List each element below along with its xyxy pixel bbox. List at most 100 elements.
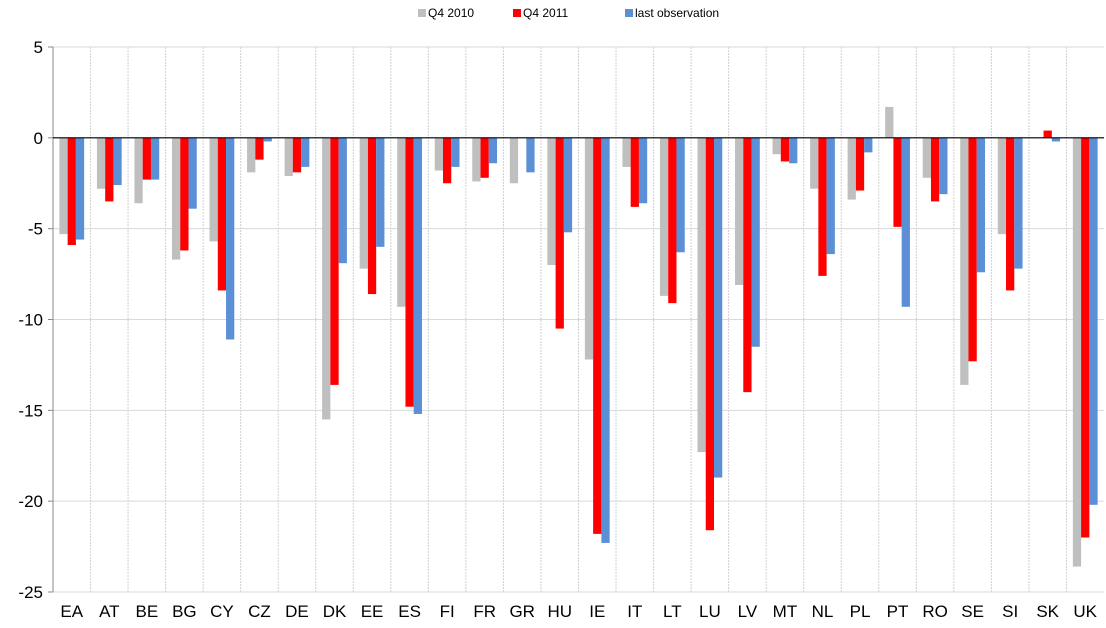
bar xyxy=(930,137,940,202)
bar xyxy=(263,137,272,142)
bar xyxy=(322,137,331,420)
bar xyxy=(150,137,160,180)
y-tick-label: -15 xyxy=(18,401,43,420)
bar xyxy=(367,137,377,295)
x-tick-label: NL xyxy=(812,602,834,621)
bar xyxy=(330,137,339,385)
bar xyxy=(1014,137,1023,269)
bar xyxy=(292,137,302,173)
bar xyxy=(922,137,931,178)
bar xyxy=(338,137,347,264)
bar xyxy=(67,137,76,246)
bar xyxy=(555,137,564,329)
bar xyxy=(488,137,498,164)
bar xyxy=(864,137,873,153)
bar xyxy=(226,137,235,340)
bar xyxy=(547,137,556,265)
bar xyxy=(810,137,819,189)
bar xyxy=(442,137,452,184)
legend-label: Q4 2011 xyxy=(523,6,568,20)
legend-swatch xyxy=(513,9,521,17)
bar xyxy=(659,137,669,296)
bar xyxy=(59,137,68,235)
bar xyxy=(180,137,189,251)
legend-swatch xyxy=(625,9,633,17)
bar xyxy=(901,137,910,307)
bar xyxy=(772,137,781,155)
bar xyxy=(593,137,602,534)
bar xyxy=(434,137,443,171)
y-tick-label: 5 xyxy=(34,38,43,57)
x-tick-label: EE xyxy=(361,602,384,621)
x-tick-label: RO xyxy=(922,602,948,621)
legend-label: Q4 2010 xyxy=(428,6,474,20)
bar xyxy=(893,137,902,227)
legend-label: last observation xyxy=(635,6,719,20)
bar xyxy=(405,137,414,407)
bar xyxy=(413,137,422,414)
bar xyxy=(676,137,685,253)
bar xyxy=(584,137,594,360)
y-tick-label: -25 xyxy=(18,583,43,602)
bar xyxy=(847,137,856,200)
bar xyxy=(563,137,573,233)
x-tick-label: SI xyxy=(1002,602,1018,621)
bar xyxy=(113,137,122,186)
x-tick-label: IT xyxy=(627,602,642,621)
x-tick-label: LT xyxy=(663,602,682,621)
x-tick-label: ES xyxy=(398,602,421,621)
bar xyxy=(301,137,310,167)
bar xyxy=(789,137,798,164)
bar xyxy=(142,137,151,180)
bar xyxy=(509,137,519,184)
bar xyxy=(735,137,744,285)
x-tick-label: SE xyxy=(961,602,984,621)
bar xyxy=(997,137,1007,235)
y-tick-label: -20 xyxy=(18,492,43,511)
x-tick-label: DK xyxy=(323,602,347,621)
bar xyxy=(96,137,106,189)
x-tick-label: PT xyxy=(887,602,909,621)
bar xyxy=(818,137,827,276)
bar xyxy=(630,137,639,207)
bar xyxy=(1072,137,1082,567)
bar xyxy=(1081,137,1090,538)
x-tick-label: FI xyxy=(440,602,455,621)
x-tick-label: BG xyxy=(172,602,197,621)
bar xyxy=(668,137,677,304)
bar xyxy=(171,137,181,260)
bar xyxy=(939,137,948,195)
bar xyxy=(134,137,143,204)
bar xyxy=(255,137,264,160)
bar xyxy=(968,137,977,362)
bar xyxy=(472,137,481,182)
bar xyxy=(247,137,256,173)
y-tick-label: 0 xyxy=(34,129,43,148)
x-tick-label: SK xyxy=(1036,602,1059,621)
legend-swatch xyxy=(418,9,426,17)
bar xyxy=(780,137,790,162)
x-tick-label: FR xyxy=(473,602,496,621)
bar xyxy=(451,137,460,167)
x-tick-label: DE xyxy=(285,602,309,621)
bar xyxy=(188,137,197,209)
bar xyxy=(526,137,535,173)
y-tick-label: -10 xyxy=(18,311,43,330)
bar xyxy=(743,137,752,393)
x-tick-label: CZ xyxy=(248,602,271,621)
bar xyxy=(217,137,227,291)
x-tick-label: UK xyxy=(1073,602,1097,621)
bar xyxy=(751,137,760,347)
bar xyxy=(480,137,489,178)
x-tick-label: BE xyxy=(135,602,158,621)
bar xyxy=(1043,130,1052,138)
x-tick-label: LV xyxy=(738,602,758,621)
bar xyxy=(705,137,715,531)
bar xyxy=(284,137,293,176)
bar xyxy=(638,137,648,204)
bar xyxy=(1089,137,1098,505)
x-tick-label: PL xyxy=(850,602,871,621)
bar xyxy=(397,137,406,307)
x-tick-label: IE xyxy=(589,602,605,621)
bar xyxy=(376,137,385,247)
